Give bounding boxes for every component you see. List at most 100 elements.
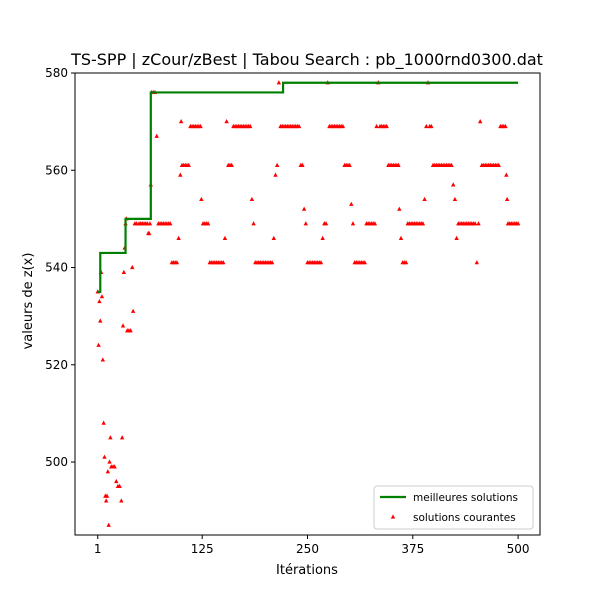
current-solution-point — [454, 235, 459, 240]
current-solution-point — [112, 464, 117, 469]
current-solution-point — [119, 498, 124, 503]
current-solution-point — [515, 221, 521, 226]
legend: meilleures solutions solutions courantes — [373, 485, 534, 530]
x-tick-label: 375 — [401, 542, 424, 556]
current-solution-point — [274, 162, 280, 167]
current-solution-point — [496, 162, 501, 167]
current-solution-point — [130, 264, 135, 270]
current-solution-point — [119, 435, 125, 440]
x-tick-label: 250 — [296, 542, 319, 556]
x-tick-label: 500 — [507, 542, 530, 556]
current-solution-point — [222, 235, 228, 240]
current-solution-point — [273, 172, 278, 177]
current-solution-point — [349, 201, 354, 206]
current-solution-point — [100, 357, 105, 362]
current-solution-point — [221, 260, 226, 265]
current-solution-point — [271, 235, 277, 240]
current-solution-point — [318, 260, 324, 265]
current-solution-point — [301, 206, 307, 211]
current-solution-point — [104, 493, 110, 498]
current-solution-point — [477, 119, 483, 124]
current-solution-point — [229, 162, 234, 167]
current-solution-point — [128, 328, 133, 333]
y-tick-label: 540 — [45, 261, 68, 275]
current-solution-point — [320, 235, 325, 240]
current-solution-point — [384, 123, 389, 129]
current-solution-point — [422, 196, 427, 202]
current-solution-point — [178, 172, 183, 177]
current-solution-point — [398, 235, 404, 240]
current-solution-point — [362, 260, 367, 265]
current-solution-point — [300, 162, 305, 167]
current-solution-point — [397, 206, 402, 211]
current-solution-point — [103, 498, 109, 503]
current-solution-point — [154, 133, 159, 138]
current-solution-point — [224, 119, 229, 124]
y-axis: 500 520 540 560 580 — [45, 66, 75, 469]
current-solution-point — [374, 123, 379, 129]
current-solution-point — [108, 435, 113, 440]
current-solution-point — [396, 162, 401, 167]
legend-current-swatch — [390, 514, 396, 519]
current-solution-point — [199, 196, 204, 202]
legend-best-label: meilleures solutions — [413, 492, 518, 504]
x-axis-label: Itérations — [276, 563, 338, 578]
current-solution-point — [186, 162, 191, 167]
current-solution-point — [340, 123, 346, 129]
current-solution-point — [503, 123, 508, 129]
current-solution-point — [120, 323, 126, 328]
current-solution-point — [449, 162, 454, 167]
current-solution-point — [205, 221, 211, 226]
current-solution-point — [452, 196, 458, 202]
plot-area — [95, 80, 521, 527]
chart-title: TS-SPP | zCour/zBest | Tabou Search : pb… — [70, 50, 543, 70]
x-tick-label: 1 — [94, 542, 102, 556]
current-solution-point — [269, 260, 275, 265]
current-solution-point — [198, 123, 203, 129]
current-solution-point — [403, 260, 409, 265]
current-solution-point — [114, 478, 119, 484]
current-solution-point — [146, 230, 152, 236]
legend-box — [373, 485, 534, 530]
current-solution-point — [107, 459, 112, 464]
current-solution-point — [372, 221, 378, 226]
current-solution-point — [476, 221, 481, 226]
y-axis-label: valeurs de z(x) — [21, 253, 36, 350]
y-tick-label: 560 — [45, 163, 68, 177]
current-solution-point — [347, 162, 352, 167]
current-solution-point — [176, 235, 181, 240]
current-solution-point — [420, 221, 426, 226]
current-solution-point — [106, 522, 111, 527]
current-solution-point — [424, 123, 429, 129]
current-solution-point — [350, 221, 356, 226]
current-solution-point — [101, 420, 106, 425]
y-tick-label: 580 — [45, 66, 68, 80]
current-solution-point — [296, 123, 302, 129]
x-axis: 1 125 250 375 500 — [94, 535, 530, 556]
current-solution-point — [102, 454, 107, 459]
current-solution-point — [248, 123, 253, 129]
current-solution-point — [474, 260, 480, 265]
current-solution-point — [323, 221, 329, 226]
current-solution-point — [303, 221, 309, 226]
current-solution-point — [251, 221, 256, 226]
current-solution-point — [117, 483, 122, 488]
current-solution-point — [178, 119, 184, 124]
y-tick-label: 520 — [45, 358, 68, 372]
legend-current-label: solutions courantes — [413, 512, 516, 524]
current-solution-point — [472, 221, 478, 226]
y-tick-label: 500 — [45, 455, 68, 469]
current-solution-point — [451, 182, 456, 187]
current-solution-point — [429, 123, 434, 129]
current-solution-point — [96, 342, 101, 347]
current-solution-point — [147, 221, 153, 226]
current-solution-point — [105, 469, 111, 474]
current-solution-point — [174, 260, 180, 265]
current-solution-point — [97, 298, 102, 304]
best-solution-line — [97, 81, 519, 293]
x-tick-label: 125 — [191, 542, 214, 556]
current-solution-point — [504, 196, 510, 202]
current-solution-point — [276, 80, 282, 85]
current-solution-point — [130, 308, 136, 313]
current-solution-point — [249, 196, 255, 202]
